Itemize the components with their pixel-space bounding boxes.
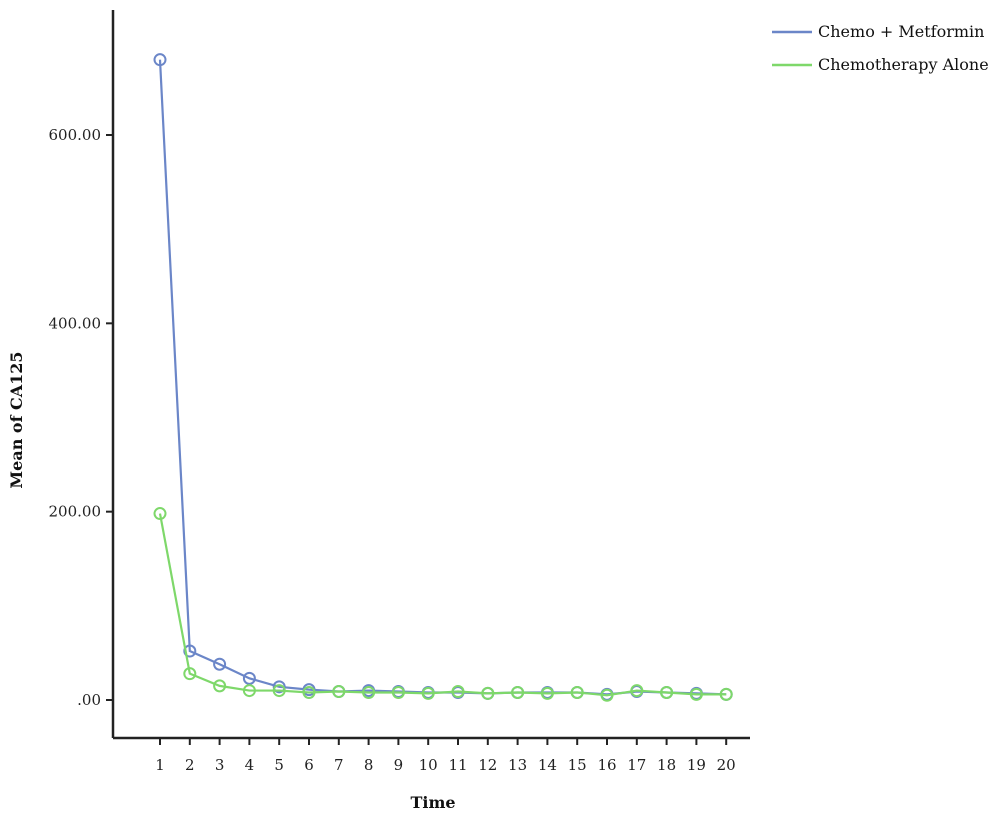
data-point [183, 644, 197, 658]
y-tick-label: .00 [77, 691, 101, 709]
x-tick-label: 3 [215, 756, 225, 774]
data-point [272, 680, 286, 694]
data-point [511, 685, 525, 699]
x-tick-label: 15 [568, 756, 587, 774]
x-tick-label: 2 [185, 756, 195, 774]
x-tick-label: 13 [508, 756, 527, 774]
axes [111, 10, 750, 740]
x-axis-ticks: 1 2 3 4 5 6 7 8 9 10 11 12 13 14 15 16 17 18 19 20 [155, 738, 736, 774]
data-point [213, 657, 227, 671]
data-point [719, 687, 733, 701]
data-point [570, 685, 584, 699]
x-tick-label: 16 [597, 756, 616, 774]
plot-area [153, 53, 733, 702]
x-tick-label: 9 [394, 756, 404, 774]
data-point [421, 686, 435, 700]
x-tick-label: 18 [657, 756, 676, 774]
data-point [242, 684, 256, 698]
x-tick-label: 14 [538, 756, 557, 774]
x-tick-label: 17 [627, 756, 646, 774]
legend-label: Chemo + Metformin [818, 22, 984, 41]
data-point [332, 685, 346, 699]
data-point [362, 685, 376, 699]
x-tick-label: 11 [448, 756, 467, 774]
x-tick-label: 8 [364, 756, 374, 774]
data-point [451, 685, 465, 699]
data-point [153, 507, 167, 521]
x-tick-label: 5 [274, 756, 284, 774]
x-tick-label: 19 [687, 756, 706, 774]
series-line [158, 59, 727, 696]
x-tick-label: 4 [245, 756, 255, 774]
x-tick-label: 7 [334, 756, 344, 774]
data-point [302, 685, 316, 699]
y-axis-label: Mean of CA125 [7, 351, 26, 488]
x-tick-label: 1 [155, 756, 165, 774]
y-tick-label: 400.00 [49, 314, 102, 332]
legend: Chemo + Metformin Chemotherapy Alone [772, 22, 989, 74]
y-tick-label: 200.00 [49, 503, 102, 521]
legend-label: Chemotherapy Alone [818, 55, 989, 74]
data-point [183, 667, 197, 681]
y-tick-label: 600.00 [49, 126, 102, 144]
data-point [660, 685, 674, 699]
series-1 [153, 53, 733, 701]
x-axis-label: Time [410, 793, 455, 812]
x-tick-label: 10 [419, 756, 438, 774]
data-point [272, 684, 286, 698]
x-tick-label: 6 [304, 756, 314, 774]
series-line [158, 513, 727, 697]
data-point [242, 671, 256, 685]
x-tick-label: 20 [717, 756, 736, 774]
data-point [391, 685, 405, 699]
data-point [153, 53, 167, 67]
data-point [481, 686, 495, 700]
data-point [600, 688, 614, 702]
data-point [630, 684, 644, 698]
series-2 [153, 507, 733, 702]
data-point [689, 687, 703, 701]
x-tick-label: 12 [478, 756, 497, 774]
data-point [540, 686, 554, 700]
data-point [213, 679, 227, 693]
y-axis-ticks: .00 200.00 400.00 600.00 [49, 126, 113, 709]
